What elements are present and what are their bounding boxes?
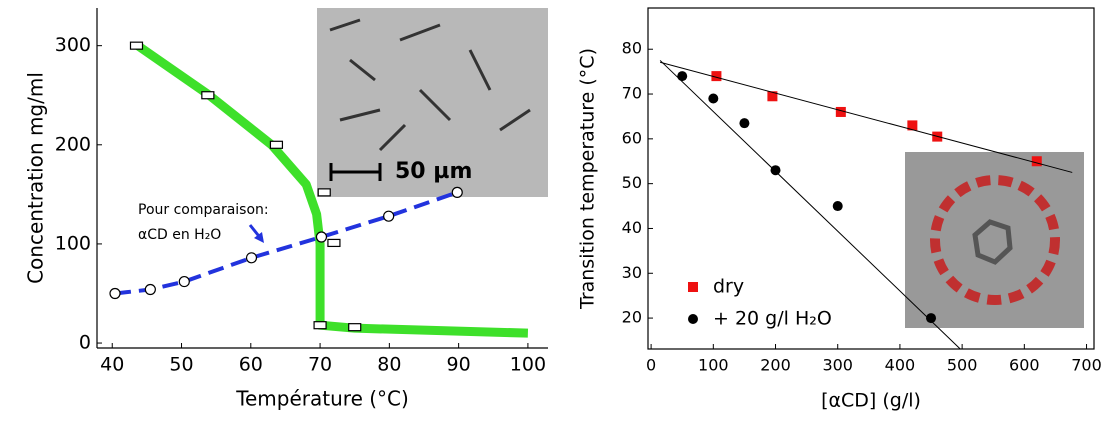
series-line <box>660 61 1073 173</box>
y-tick-label: 40 <box>622 218 642 237</box>
y-tick-label: 100 <box>55 232 91 254</box>
data-point <box>245 252 258 264</box>
molecule-ring <box>930 175 1060 305</box>
y-tick-label: 50 <box>622 173 642 192</box>
y-tick-label: 20 <box>622 308 642 327</box>
guest-molecule <box>972 219 1013 265</box>
x-tick-label: 90 <box>447 354 471 376</box>
plot-frame <box>647 7 1095 350</box>
data-point <box>711 71 722 82</box>
x-axis-label: [αCD] (g/l) <box>821 390 921 412</box>
series-line <box>135 41 529 338</box>
data-point <box>269 140 284 149</box>
data-point <box>767 91 778 102</box>
x-tick-label: 200 <box>760 356 791 375</box>
x-tick-label: 60 <box>239 354 263 376</box>
x-tick-label: 300 <box>822 356 853 375</box>
data-point <box>926 313 937 324</box>
y-tick-label: 200 <box>55 133 91 155</box>
x-tick-label: 40 <box>100 354 124 376</box>
x-tick-label: 0 <box>646 356 656 375</box>
data-point <box>201 91 215 100</box>
data-point <box>451 186 463 198</box>
data-point <box>348 323 362 332</box>
x-tick-label: 70 <box>308 354 332 376</box>
data-point <box>109 287 121 300</box>
x-tick-label: 400 <box>885 356 916 375</box>
x-tick-label: 100 <box>510 354 546 376</box>
y-tick-label: 300 <box>55 34 91 56</box>
legend-entry: + 20 g/l H₂O <box>688 308 832 330</box>
legend-marker <box>688 282 698 292</box>
data-point <box>835 106 846 117</box>
data-point <box>313 321 327 330</box>
micrograph-inset: 50 µm <box>317 8 548 197</box>
x-tick-label: 100 <box>698 356 729 375</box>
data-point <box>129 41 144 50</box>
y-tick-label: 70 <box>622 84 642 103</box>
y-tick-label: 60 <box>622 128 642 147</box>
annotation: Pour comparaison: <box>138 202 269 218</box>
y-tick-label: 30 <box>622 263 642 282</box>
crystal-texture <box>329 18 531 152</box>
y-tick-label: 0 <box>79 332 91 354</box>
legend-label: dry <box>713 276 744 298</box>
data-point <box>1031 156 1042 167</box>
legend-marker <box>688 314 698 324</box>
scale-label: 50 µm <box>395 159 472 184</box>
arrow-head <box>254 232 264 243</box>
data-point <box>178 275 190 288</box>
data-point <box>832 201 843 212</box>
data-point <box>317 188 331 197</box>
x-tick-label: 700 <box>1071 356 1102 375</box>
data-point <box>770 165 781 176</box>
x-tick-label: 500 <box>947 356 978 375</box>
x-tick-label: 50 <box>169 354 193 376</box>
molecule-inset <box>905 152 1084 328</box>
y-axis-label: Concentration mg/ml <box>24 72 48 284</box>
legend-entry: dry <box>688 276 744 298</box>
legend-label: + 20 g/l H₂O <box>713 308 832 330</box>
data-point <box>907 120 918 131</box>
x-tick-label: 600 <box>1009 356 1040 375</box>
data-point <box>315 231 328 243</box>
annotation: αCD en H₂O <box>138 227 221 243</box>
x-tick-label: 80 <box>377 354 401 376</box>
data-point <box>739 118 750 129</box>
y-tick-label: 80 <box>622 39 642 58</box>
y-axis-label: Transition temperature (°C) <box>577 48 599 310</box>
series-line <box>659 60 961 350</box>
data-point <box>327 238 341 248</box>
data-point <box>144 283 156 296</box>
data-point <box>708 93 719 104</box>
data-point <box>677 71 688 82</box>
x-axis-label: Température (°C) <box>235 387 409 411</box>
data-point <box>383 210 395 222</box>
